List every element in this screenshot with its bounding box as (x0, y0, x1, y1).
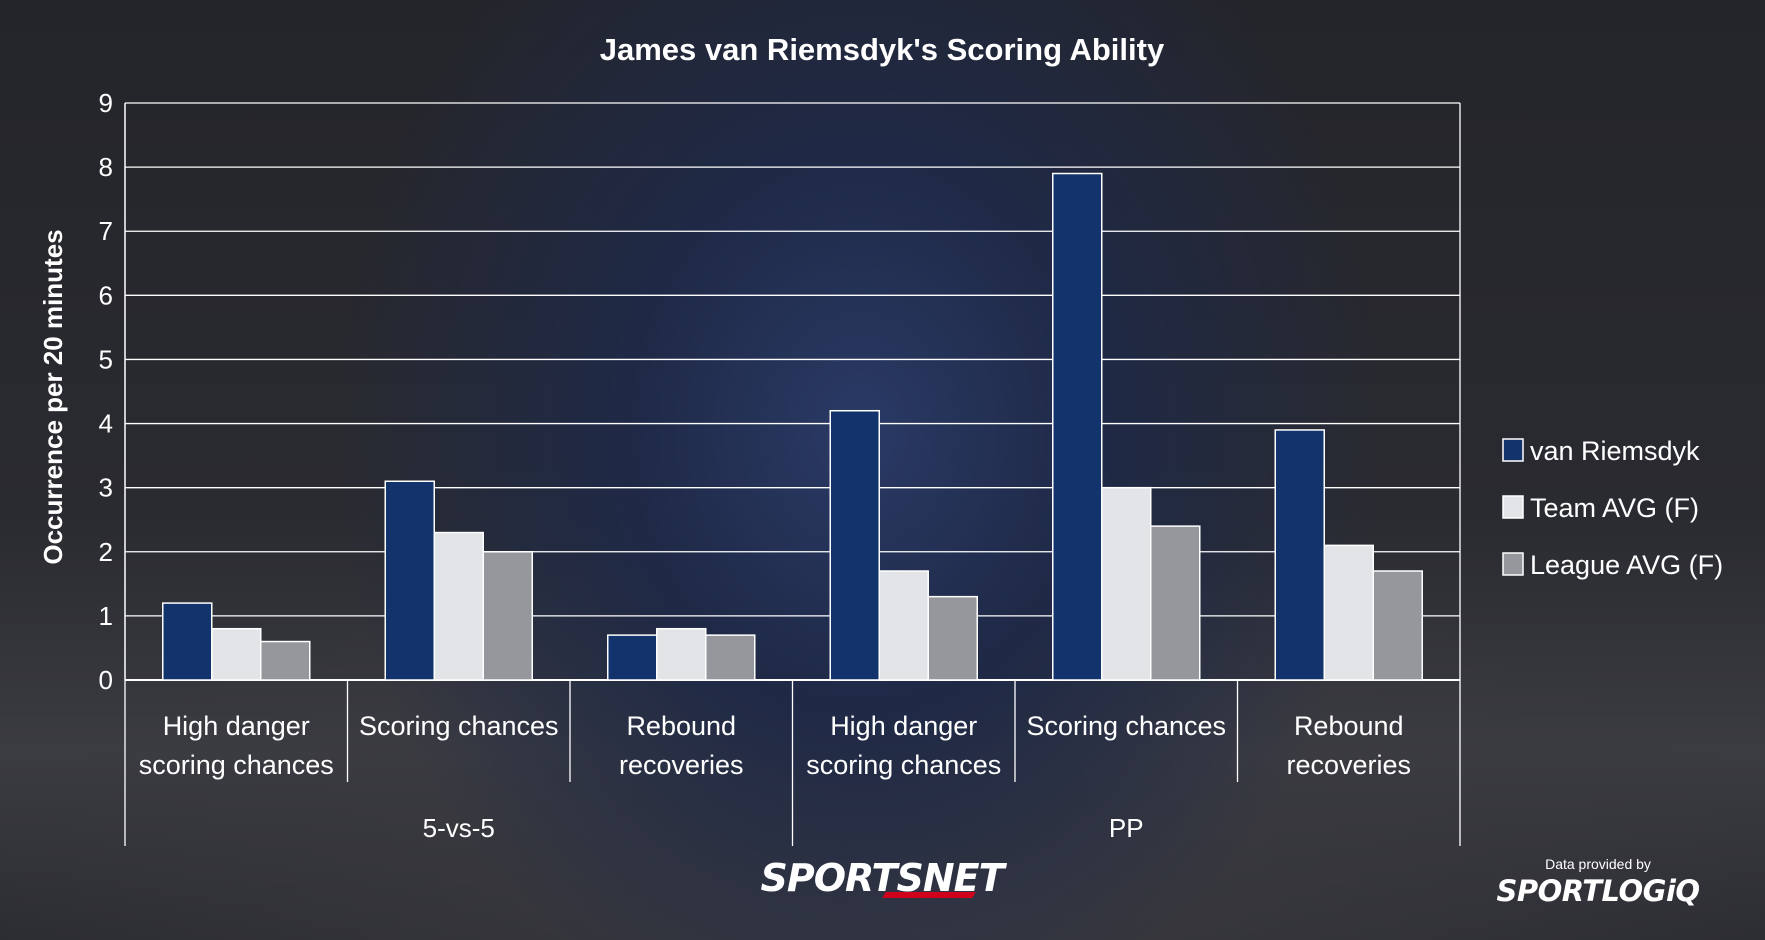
sportlogiq-logo: SPORTLOGiQ (1496, 874, 1700, 908)
bar (829, 409, 880, 681)
y-tick-label: 4 (99, 409, 113, 439)
legend-swatch (1502, 438, 1524, 462)
y-tick-label: 8 (99, 152, 113, 182)
bar (1274, 429, 1325, 681)
x-tick-label: High danger (830, 711, 977, 741)
bar (656, 627, 707, 681)
x-tick-label: Scoring chances (359, 711, 559, 741)
x-tick-label: recoveries (1286, 750, 1411, 780)
y-tick-label: 2 (99, 537, 113, 567)
bar (927, 595, 978, 681)
gridlines (125, 102, 1460, 681)
bar (162, 602, 213, 681)
bar (705, 634, 756, 681)
bar (384, 480, 435, 681)
x-tick-label: scoring chances (806, 750, 1001, 780)
group-label: PP (1109, 813, 1144, 843)
bar (878, 570, 929, 681)
bar (607, 634, 658, 681)
y-tick-label: 9 (99, 88, 113, 118)
y-tick-label: 0 (99, 665, 113, 695)
legend-label: League AVG (F) (1530, 550, 1723, 580)
y-tick-label: 6 (99, 280, 113, 310)
x-tick-label: Rebound (626, 711, 736, 741)
bar (1052, 172, 1103, 681)
bar (260, 640, 311, 681)
x-tick-label: scoring chances (139, 750, 334, 780)
y-tick-label: 3 (99, 473, 113, 503)
logo-swoosh (882, 892, 976, 898)
y-tick-label: 7 (99, 216, 113, 246)
bar (433, 531, 484, 681)
bar (482, 551, 533, 681)
bar (1372, 570, 1423, 681)
legend: van Riemsdyk Team AVG (F) League AVG (F) (1502, 436, 1723, 580)
x-tick-label: Scoring chances (1026, 711, 1226, 741)
x-tick-label: recoveries (619, 750, 744, 780)
legend-swatch (1502, 495, 1524, 519)
chart-title: James van Riemsdyk's Scoring Ability (600, 32, 1165, 67)
sportsnet-logo: SPORTSNET (732, 856, 1032, 904)
legend-label: Team AVG (F) (1530, 493, 1699, 523)
bar (1323, 544, 1374, 681)
y-tick-label: 5 (99, 344, 113, 374)
bar (1150, 525, 1201, 681)
bars (162, 172, 1423, 681)
x-tick-label: High danger (163, 711, 310, 741)
axes: 0 1 2 3 4 5 6 7 8 9 High danger scoring chances Scor… (99, 88, 1461, 846)
x-tick-label: Rebound (1294, 711, 1404, 741)
credit-line: Data provided by (1545, 856, 1651, 872)
legend-label: van Riemsdyk (1530, 436, 1700, 466)
bar (1101, 486, 1152, 681)
bar (211, 627, 262, 681)
group-label: 5-vs-5 (423, 813, 495, 843)
data-credit: Data provided by SPORTLOGiQ (1478, 856, 1718, 908)
legend-swatch (1502, 552, 1524, 576)
y-tick-label: 1 (99, 601, 113, 631)
y-axis-label: Occurrence per 20 minutes (38, 229, 68, 564)
